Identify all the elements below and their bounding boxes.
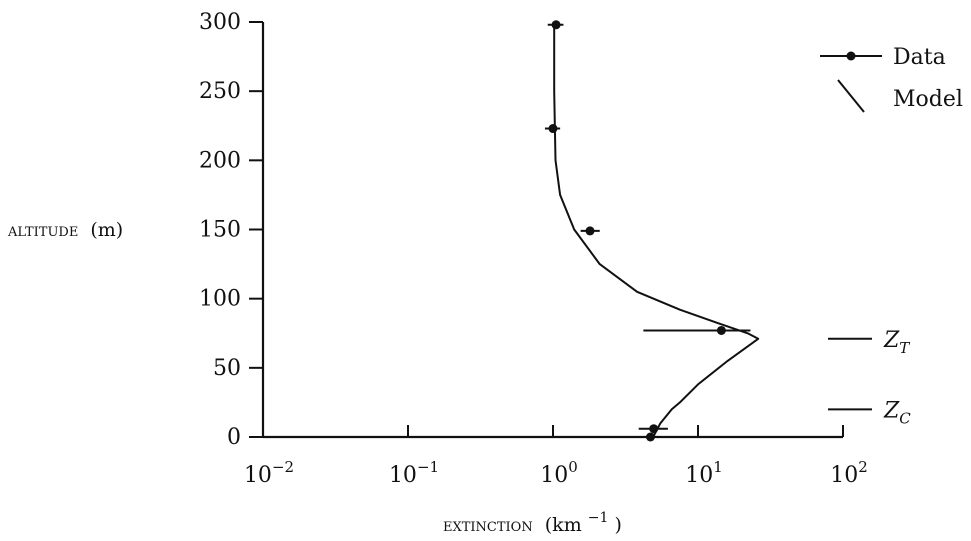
x-tick-label: 10−2 [244,458,294,488]
y-tick-label: 50 [213,356,241,381]
model-curve [553,22,760,438]
y-axis-label-unit: (m) [90,219,123,241]
y-axis-label: altitude (m) [7,219,123,241]
height-markers: ZT ZC [828,328,911,427]
y-tick-label: 250 [199,79,241,104]
y-tick-group: 0 50 100 150 200 250 300 [199,10,263,450]
x-tick-label: 101 [685,458,723,488]
model-series [553,22,760,438]
y-tick-label: 0 [227,425,241,450]
y-tick-label: 100 [199,287,241,312]
axes [261,22,843,439]
x-axis-label-unit: (km [545,514,582,536]
data-point [649,424,659,434]
x-axis-label-close: ) [614,514,621,536]
data-point [585,226,595,236]
x-tick-label: 10−1 [389,458,439,488]
y-tick-label: 300 [199,10,241,35]
y-tick-label: 200 [199,148,241,173]
data-point [548,124,558,134]
data-point [645,432,655,442]
x-axis-label-text: extinction [443,514,533,536]
x-tick-label: 100 [540,458,578,488]
y-axis-label-text: altitude [7,219,78,241]
height-marker-label: ZT [883,328,910,357]
data-point [716,325,726,335]
data-point [551,20,561,30]
x-tick-label: 102 [830,458,868,488]
x-axis-label-exponent: −1 [588,510,609,526]
legend-data-marker [846,51,856,61]
legend: Data Model [820,45,963,113]
legend-model-marker [837,79,865,113]
height-marker-label: ZC [883,398,911,427]
data-series [544,20,751,442]
x-axis-label: extinction (km −1 ) [443,505,622,536]
y-tick-label: 150 [199,218,241,243]
legend-label: Model [893,87,963,112]
x-tick-group: 10−2 10−1 100 101 102 [244,425,868,488]
legend-label: Data [893,45,946,70]
